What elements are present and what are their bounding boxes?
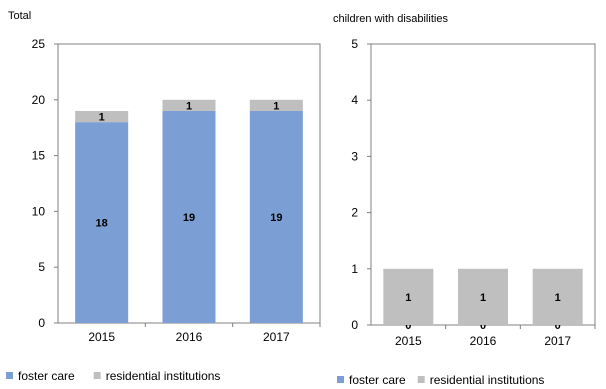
chart-0-legend-swatch: [93, 372, 101, 379]
chart-0-bar-foster-care-2015: [75, 122, 129, 324]
chart-0-legend-label: foster care: [18, 369, 75, 383]
chart-1-data-label: 0: [480, 320, 486, 332]
chart-0-category-label: 2016: [176, 330, 203, 344]
chart-1-data-label: 1: [405, 292, 411, 304]
chart-1-legend-label: foster care: [349, 373, 406, 387]
chart-0-category-label: 2017: [263, 330, 290, 344]
chart-0-y-tick-label: 0: [38, 316, 45, 330]
chart-1-legend-swatch: [417, 376, 425, 383]
chart-1-data-label: 0: [555, 320, 561, 332]
chart-0-data-label: 19: [183, 212, 195, 224]
chart-0-bar-residential-2017: [249, 99, 303, 111]
chart-1-title: children with disabilities: [333, 13, 448, 25]
chart-1-category-label: 2016: [470, 334, 497, 348]
total-chart: Total 0 5 10 15 20 25 18 1 2015 19 1 2016 19 1 2017 fost…: [6, 10, 321, 383]
chart-0-data-label: 1: [186, 100, 192, 112]
chart-1-bar-residential-2016: [458, 268, 508, 325]
chart-0-y-tick-label: 25: [32, 37, 46, 51]
chart-1-y-tick-label: 2: [351, 206, 358, 220]
chart-0-title: Total: [8, 10, 31, 22]
chart-1-y-tick-label: 4: [351, 93, 358, 107]
chart-0-data-label: 18: [96, 218, 108, 230]
chart-1-bar-residential-2017: [532, 268, 583, 325]
chart-1-data-label: 1: [555, 292, 561, 304]
chart-1-data-label: 1: [480, 292, 486, 304]
chart-1-y-tick-label: 3: [351, 149, 358, 163]
chart-0-bar-foster-care-2017: [249, 110, 303, 324]
chart-0-y-tick-label: 20: [32, 93, 46, 107]
chart-0-data-label: 19: [270, 212, 282, 224]
chart-1-y-tick-label: 1: [351, 262, 358, 276]
chart-0-data-label: 1: [273, 100, 279, 112]
chart-0-legend-label: residential institutions: [106, 369, 221, 383]
chart-0-y-tick-label: 10: [32, 204, 46, 218]
chart-1-bar-residential-2015: [383, 268, 434, 325]
chart-0-bar-residential-2015: [75, 110, 129, 123]
chart-0-legend-swatch: [6, 372, 13, 379]
chart-0-bar-residential-2016: [162, 99, 216, 111]
chart-0-y-tick-label: 15: [32, 149, 46, 163]
chart-1-legend-swatch: [337, 376, 344, 383]
chart-1-category-label: 2015: [395, 334, 422, 348]
disabilities-chart: children with disabilities 0 1 2 3 4 5 0 1 2015 0 1…: [333, 13, 596, 387]
chart-1-legend-label: residential institutions: [430, 373, 545, 387]
chart-0-category-label: 2015: [88, 330, 115, 344]
chart-1-y-tick-label: 5: [351, 37, 358, 51]
chart-0-bar-foster-care-2016: [162, 110, 216, 324]
chart-0-data-label: 1: [99, 112, 105, 124]
chart-1-data-label: 0: [405, 320, 411, 332]
chart-1-category-label: 2017: [544, 334, 571, 348]
chart-1-y-tick-label: 0: [351, 318, 358, 332]
chart-0-y-tick-label: 5: [38, 260, 45, 274]
